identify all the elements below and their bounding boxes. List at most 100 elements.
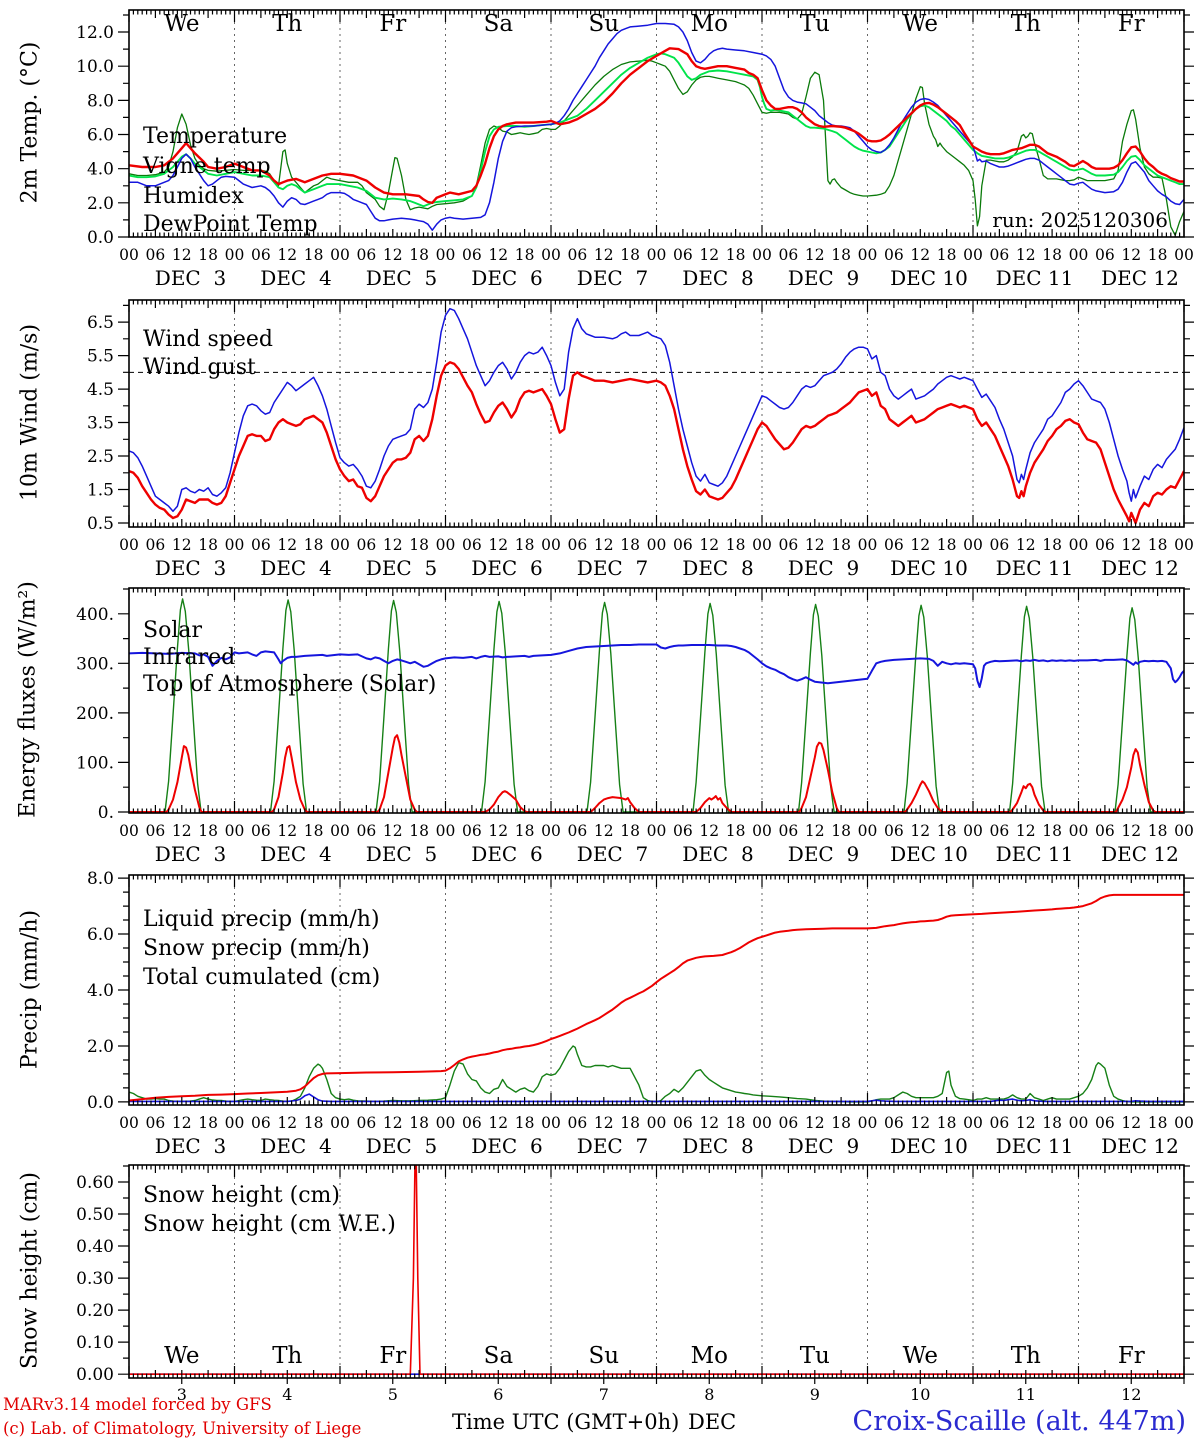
panel-wind: 0.5 1.5 2.5 3.5 4.5 5.5 6.5 Wind speed Wind gust…: [87, 299, 1194, 580]
day-number-label: 6: [493, 1385, 503, 1404]
hour-tick-label: 12: [172, 1114, 192, 1132]
legend-wind-1: Wind gust: [143, 355, 256, 380]
y-tick-label: 0.0: [87, 228, 114, 248]
hour-tick-label: 06: [462, 246, 482, 264]
weekday-label: Tu: [800, 1343, 830, 1369]
hour-tick-label: 06: [779, 1114, 799, 1132]
hour-tick-label: 06: [146, 536, 166, 554]
day-number-label: 4: [282, 1385, 292, 1404]
hour-tick-label: 06: [779, 822, 799, 840]
hour-tick-label: 18: [937, 822, 957, 840]
hour-tick-label: 06: [990, 246, 1010, 264]
hour-tick-label: 12: [277, 1114, 297, 1132]
hour-tick-label: 12: [383, 536, 403, 554]
hour-tick-label: 00: [963, 536, 983, 554]
hour-tick-label: 18: [937, 246, 957, 264]
hour-tick-label: 00: [963, 246, 983, 264]
hour-tick-label: 12: [699, 536, 719, 554]
hour-tick-label: 18: [409, 246, 429, 264]
temperature-2m-line: [129, 47, 1184, 204]
weekday-label: Su: [589, 11, 620, 37]
hour-tick-label: 00: [647, 1114, 667, 1132]
day-number-label: 8: [704, 1385, 714, 1404]
hour-tick-label: 00: [1069, 1114, 1089, 1132]
hour-tick-label: 18: [831, 822, 851, 840]
weekday-label: Th: [272, 1343, 302, 1369]
hour-tick-label: 12: [699, 1114, 719, 1132]
day-gridlines: [234, 875, 1079, 1105]
hour-tick-label: 18: [620, 246, 640, 264]
solar-line: [129, 734, 1184, 813]
hour-tick-label: 00: [119, 536, 139, 554]
date-label: DEC 11: [996, 266, 1074, 290]
date-label: DEC 12: [1101, 556, 1179, 580]
panel-precip: 0.0 2.0 4.0 6.0 8.0 Liquid precip (mm/h) Snow …: [87, 869, 1194, 1158]
panel-snow-height: 0.00 0.10 0.20 0.30 0.40 0.50 0.60 Snow height …: [76, 1164, 1194, 1404]
total-cumulated-line: [129, 893, 1184, 1102]
hour-tick-label: 12: [488, 822, 508, 840]
hour-tick-label: 06: [1095, 536, 1115, 554]
hour-tick-label: 12: [1016, 536, 1036, 554]
date-label: DEC 5: [366, 556, 437, 580]
hour-tick-label: 18: [304, 246, 324, 264]
hour-tick-label: 06: [779, 246, 799, 264]
hour-tick-label: 00: [858, 1114, 878, 1132]
hour-tick-label: 06: [673, 536, 693, 554]
date-label: DEC 11: [996, 556, 1074, 580]
hour-tick-label: 06: [568, 246, 588, 264]
dewpoint-temp-line: [129, 52, 1184, 208]
legend-snow-height-0: Snow height (cm): [143, 1183, 340, 1208]
hour-tick-label: 12: [488, 536, 508, 554]
y-tick-label: 200.: [76, 704, 114, 724]
legend-precip-1: Snow precip (mm/h): [143, 936, 370, 961]
hour-tick-label: 18: [1042, 536, 1062, 554]
y-tick-label: 0.50: [76, 1205, 114, 1225]
hour-tick-label: 00: [647, 536, 667, 554]
date-label: DEC 12: [1101, 266, 1179, 290]
hour-tick-label: 12: [383, 246, 403, 264]
hour-tick-label: 12: [1121, 246, 1141, 264]
hour-tick-label: 00: [963, 1114, 983, 1132]
hour-tick-label: 00: [541, 246, 561, 264]
day-number-label: 12: [1121, 1385, 1141, 1404]
y-tick-label: 300.: [76, 654, 114, 674]
weekday-label: We: [164, 11, 199, 37]
hour-tick-label: 12: [910, 536, 930, 554]
hour-tick-label: 06: [990, 822, 1010, 840]
hour-tick-label: 18: [620, 822, 640, 840]
legend-temperature-2: Humidex: [143, 184, 244, 209]
hour-tick-label: 18: [937, 536, 957, 554]
hour-tick-label: 12: [383, 822, 403, 840]
legend-snow-height-1: Snow height (cm W.E.): [143, 1212, 396, 1237]
hour-tick-label: 00: [1069, 536, 1089, 554]
date-label: DEC 8: [682, 842, 753, 866]
legend-precip-2: Total cumulated (cm): [143, 965, 380, 990]
weekday-label: Sa: [484, 1343, 514, 1369]
weekday-label: Th: [1011, 11, 1041, 37]
y-tick-label: 0.40: [76, 1237, 114, 1257]
weekday-label: We: [903, 11, 938, 37]
weekday-label: Th: [272, 11, 302, 37]
hour-tick-label: 12: [805, 1114, 825, 1132]
hour-tick-label: 06: [357, 1114, 377, 1132]
hour-tick-label: 12: [594, 536, 614, 554]
hour-tick-label: 12: [910, 822, 930, 840]
hour-tick-label: 18: [198, 536, 218, 554]
date-label: DEC 8: [682, 266, 753, 290]
date-label: DEC 5: [366, 1134, 437, 1158]
hour-tick-label: 18: [304, 1114, 324, 1132]
y-tick-label: 8.0: [87, 91, 114, 111]
hour-tick-label: 18: [304, 536, 324, 554]
axis-ticks: [118, 300, 1194, 527]
axis-ticks: [118, 875, 1194, 1105]
hour-tick-label: 18: [198, 246, 218, 264]
day-number-label: 3: [177, 1385, 187, 1404]
hour-tick-label: 06: [251, 536, 271, 554]
hour-tick-label: 00: [963, 822, 983, 840]
hour-tick-label: 18: [831, 536, 851, 554]
y-tick-label: 0.0: [87, 1093, 114, 1113]
hour-tick-label: 18: [198, 822, 218, 840]
hour-tick-label: 06: [251, 822, 271, 840]
hour-tick-label: 18: [1042, 1114, 1062, 1132]
date-label: DEC 7: [577, 556, 648, 580]
